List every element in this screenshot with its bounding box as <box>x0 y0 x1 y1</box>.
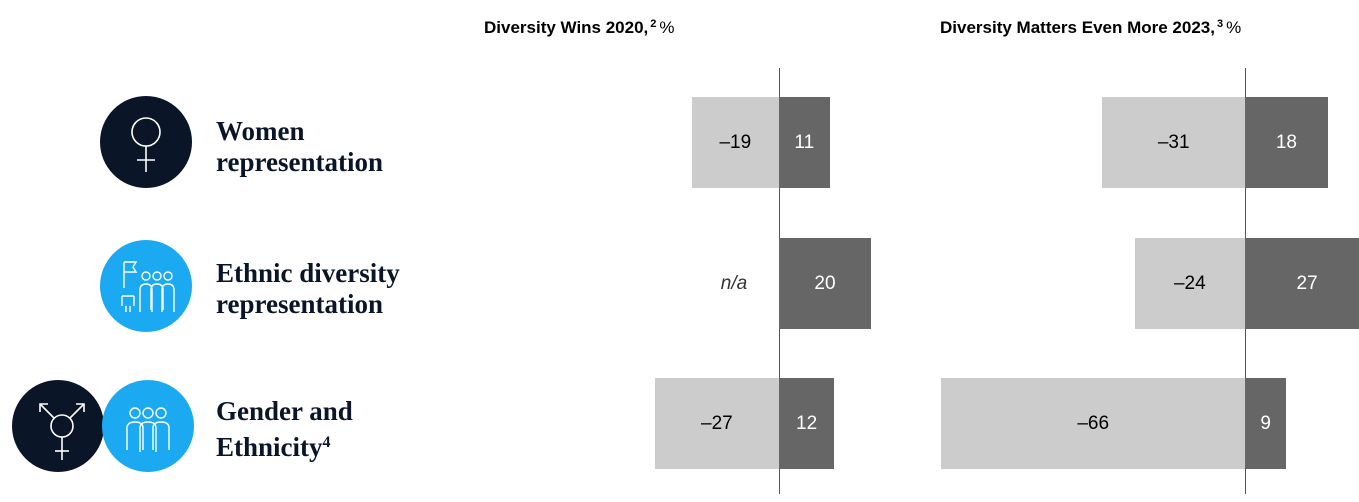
row-label-women: Women representation <box>216 116 496 178</box>
negative-bar-label: –27 <box>701 413 733 434</box>
panel-unit: % <box>659 18 675 37</box>
negative-bar-label: –24 <box>1173 273 1206 294</box>
positive-bar <box>1245 97 1328 188</box>
row-label-footnote-ref: 4 <box>322 434 331 451</box>
positive-bar <box>1245 378 1287 469</box>
ethnicity-circle <box>102 380 194 472</box>
row-label-gender-ethnicity: Gender and Ethnicity4 <box>216 396 496 463</box>
row-label-line: representation <box>216 289 383 319</box>
not-available-label: n/a <box>720 273 748 294</box>
positive-bar <box>779 97 830 188</box>
negative-bar <box>691 97 779 188</box>
row-label-line: representation <box>216 147 383 177</box>
positive-bar <box>1245 238 1359 329</box>
negative-bar-label: –31 <box>1157 132 1190 153</box>
negative-bar-label: –19 <box>719 132 752 153</box>
negative-bar <box>941 378 1245 469</box>
negative-bar <box>1102 97 1245 188</box>
panel-title-text: Diversity Matters Even More 2023, <box>940 18 1215 37</box>
panel-footnote-ref: 2 <box>650 18 657 30</box>
ethnic-diversity-circle <box>100 240 192 332</box>
negative-bar <box>654 378 779 469</box>
panel-unit: % <box>1226 18 1242 37</box>
panel-title-text: Diversity Wins 2020, <box>484 18 649 37</box>
positive-bar <box>779 378 835 469</box>
positive-bar-label: 20 <box>814 273 836 294</box>
row-label-ethnic-diversity: Ethnic diversity representation <box>216 258 496 320</box>
positive-bar-label: 27 <box>1296 273 1318 294</box>
negative-bar-label: –66 <box>1077 413 1110 434</box>
panel-title-2020: Diversity Wins 2020, 2% <box>484 18 675 38</box>
row-label-line: Women <box>216 116 305 146</box>
positive-bar-label: 12 <box>796 413 818 434</box>
women-circle <box>100 96 192 188</box>
row-label-line: Ethnicity4 <box>216 427 496 463</box>
people-group-icon <box>121 261 175 312</box>
positive-bar-label: 11 <box>794 132 815 153</box>
gender-circle <box>12 380 104 472</box>
positive-bar-label: 9 <box>1260 413 1271 434</box>
panel-footnote-ref: 3 <box>1216 18 1224 30</box>
row-label-line: Ethnic diversity <box>216 258 400 288</box>
people-group-icon <box>126 407 170 452</box>
female-symbol-icon <box>131 117 161 172</box>
positive-bar <box>779 238 871 329</box>
positive-bar-label: 18 <box>1275 132 1297 153</box>
panel-title-2023: Diversity Matters Even More 2023, 3% <box>940 18 1241 38</box>
negative-bar <box>1134 238 1245 329</box>
row-label-line: Gender and <box>216 396 353 426</box>
row-label-text: Ethnicity <box>216 432 323 462</box>
transgender-symbol-icon <box>39 403 85 460</box>
